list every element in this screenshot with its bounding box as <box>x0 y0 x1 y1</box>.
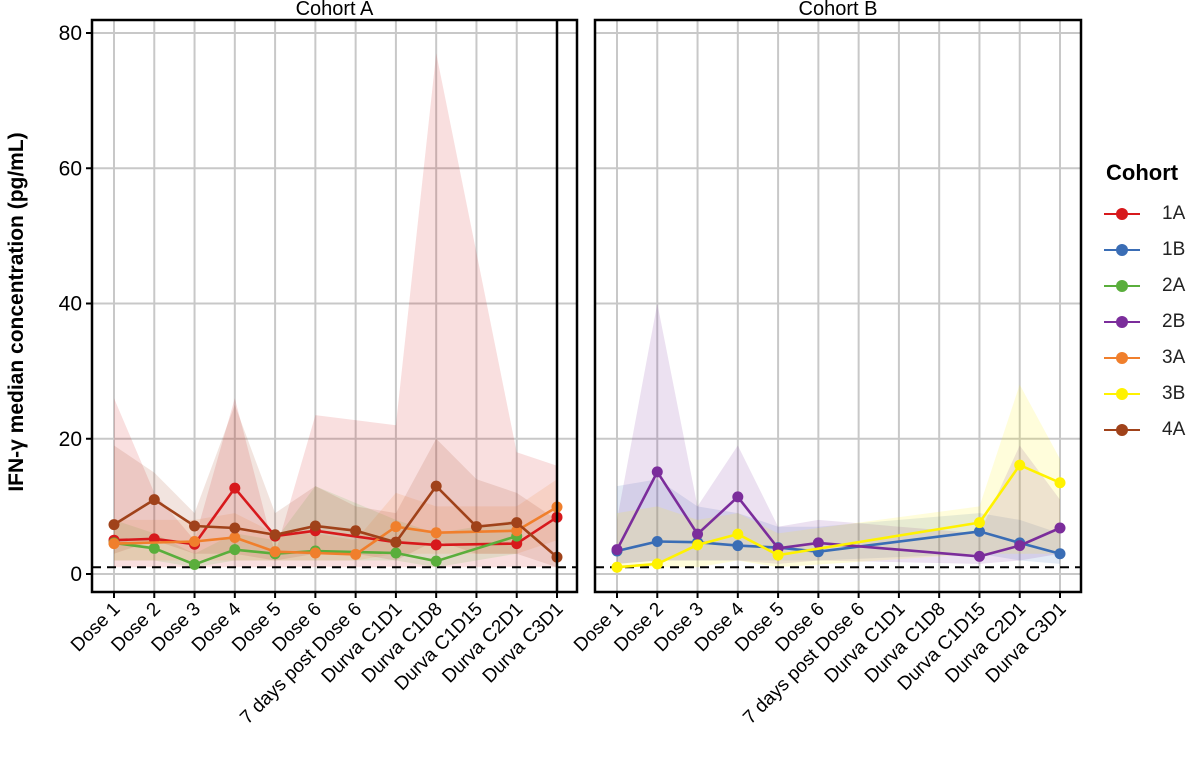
y-tick-label: 40 <box>59 293 82 316</box>
data-point-3A <box>511 525 523 537</box>
legend-label: 2B <box>1162 311 1186 332</box>
legend-item-1B: 1B <box>1092 232 1197 268</box>
legend-label: 2A <box>1162 275 1186 296</box>
data-point-4A <box>148 494 160 506</box>
data-point-1B <box>732 540 744 552</box>
data-point-1B <box>1054 548 1066 560</box>
data-point-4A <box>430 480 442 492</box>
series-line-4A <box>113 484 558 559</box>
data-point-2A <box>189 559 201 571</box>
panel-title: Cohort B <box>799 0 878 20</box>
y-tick-label: 20 <box>59 428 82 451</box>
data-point-4A <box>511 517 523 529</box>
legend: Cohort 1A 1B 2A 2B 3A 3B 4A <box>1092 160 1197 448</box>
data-point-4A <box>470 521 482 533</box>
series-line-3B <box>616 463 1061 569</box>
data-point-2B <box>651 466 663 478</box>
panel-frame <box>90 18 579 594</box>
data-point-2B <box>692 528 704 540</box>
data-point-3A <box>390 521 402 533</box>
data-point-2A <box>390 547 402 559</box>
y-axis-label: IFN-γ median concentration (pg/mL) <box>5 132 28 491</box>
legend-item-2B: 2B <box>1092 304 1197 340</box>
data-point-3B <box>973 517 985 529</box>
legend-swatch <box>1100 420 1144 440</box>
data-point-2B <box>611 544 623 556</box>
legend-swatch <box>1100 384 1144 404</box>
legend-items: 1A 1B 2A 2B 3A 3B 4A <box>1092 196 1197 448</box>
data-point-1B <box>651 536 663 548</box>
data-point-4A <box>108 519 120 531</box>
legend-item-2A: 2A <box>1092 268 1197 304</box>
data-point-3B <box>1014 459 1026 471</box>
legend-label: 1A <box>1162 203 1186 224</box>
legend-item-4A: 4A <box>1092 412 1197 448</box>
legend-item-3A: 3A <box>1092 340 1197 376</box>
data-point-4A <box>269 529 281 541</box>
legend-item-3B: 3B <box>1092 376 1197 412</box>
data-point-3A <box>269 546 281 558</box>
data-point-1A <box>430 539 442 551</box>
band-3B <box>617 384 1060 568</box>
y-tick-label: 80 <box>59 22 82 45</box>
data-point-3B <box>651 558 663 570</box>
data-point-3B <box>1054 477 1066 489</box>
data-point-3B <box>772 549 784 561</box>
y-tick-label: 0 <box>70 563 82 586</box>
data-point-3A <box>430 527 442 539</box>
data-point-2B <box>1014 540 1026 552</box>
data-point-2A <box>229 544 241 556</box>
panel-frame <box>593 18 1083 594</box>
data-point-2B <box>1054 522 1066 534</box>
legend-title: Cohort <box>1106 160 1179 185</box>
legend-swatch <box>1100 276 1144 296</box>
data-point-4A <box>229 522 241 534</box>
band-2B <box>617 303 1060 564</box>
panel-title: Cohort A <box>296 0 374 20</box>
data-point-2B <box>973 550 985 562</box>
data-point-2B <box>732 491 744 503</box>
data-point-3A <box>108 538 120 550</box>
data-point-3A <box>309 547 321 559</box>
data-point-3B <box>611 561 623 573</box>
data-point-4A <box>189 520 201 532</box>
legend-swatch <box>1100 312 1144 332</box>
legend-label: 4A <box>1162 419 1186 440</box>
band-1B <box>617 479 1060 564</box>
legend-item-1A: 1A <box>1092 196 1197 232</box>
data-point-3A <box>229 531 241 543</box>
data-point-4A <box>309 520 321 532</box>
data-point-3B <box>732 528 744 540</box>
data-point-2B <box>812 537 824 549</box>
data-point-4A <box>350 525 362 537</box>
legend-swatch <box>1100 204 1144 224</box>
data-point-3B <box>692 539 704 551</box>
legend-label: 3A <box>1162 347 1186 368</box>
data-point-3A <box>350 548 362 560</box>
data-point-4A <box>390 536 402 548</box>
data-point-3A <box>189 536 201 548</box>
data-point-1A <box>229 482 241 494</box>
band-3A <box>114 479 557 561</box>
data-point-2A <box>148 542 160 554</box>
legend-swatch <box>1100 348 1144 368</box>
legend-label: 3B <box>1162 383 1186 404</box>
data-point-1B <box>973 525 985 537</box>
legend-label: 1B <box>1162 239 1186 260</box>
legend-swatch <box>1100 240 1144 260</box>
y-tick-label: 60 <box>59 157 82 180</box>
band-1A <box>114 53 557 568</box>
data-point-2A <box>430 555 442 567</box>
